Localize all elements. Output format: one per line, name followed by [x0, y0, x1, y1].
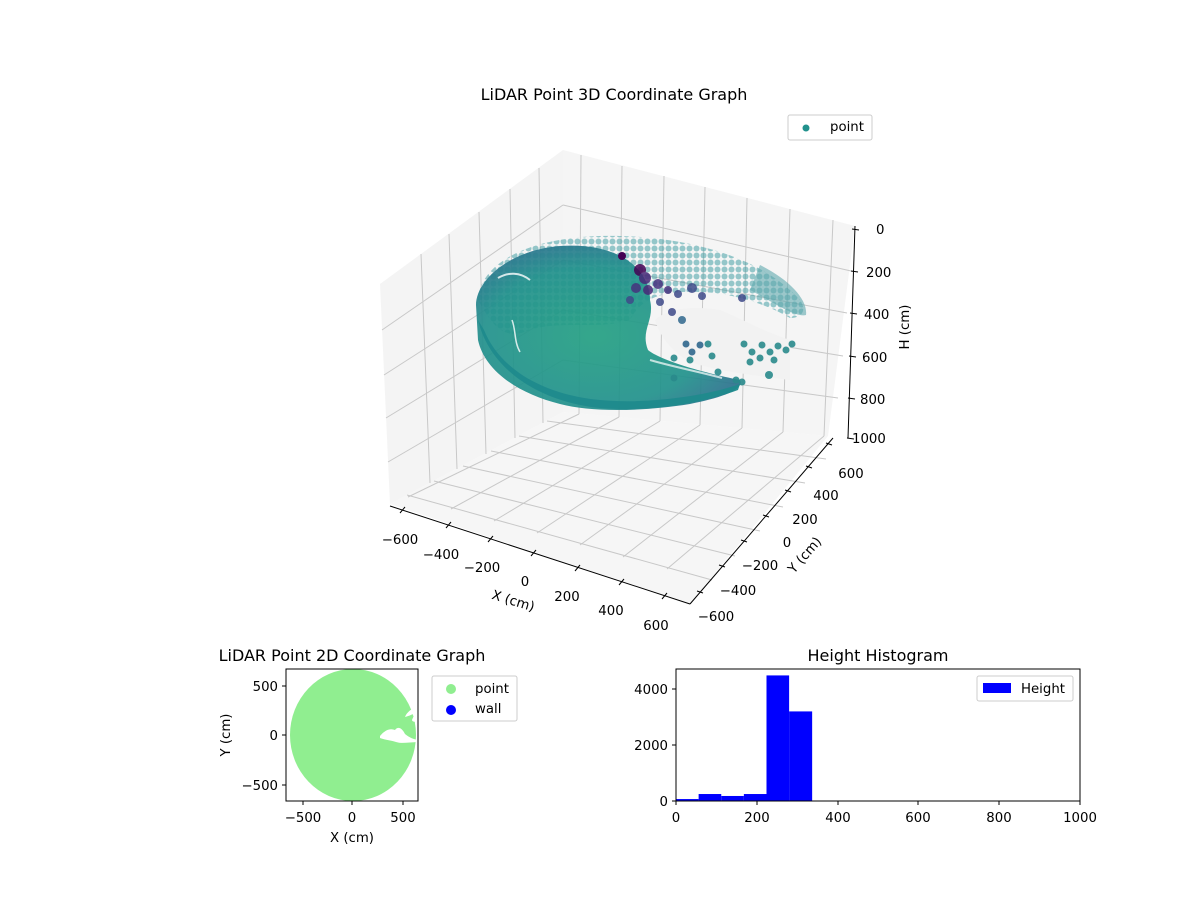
- svg-text:400: 400: [813, 489, 838, 504]
- histogram-bar: [766, 675, 790, 801]
- x-tick-labels-3d: −600 −400 −200 0 200 400 600: [382, 533, 669, 634]
- svg-text:−200: −200: [742, 559, 779, 574]
- svg-text:−400: −400: [720, 584, 757, 599]
- y-axis-label-2d: Y (cm): [219, 714, 234, 758]
- svg-text:600: 600: [862, 351, 887, 366]
- x-axis-label-2d: X (cm): [330, 831, 374, 846]
- axes-3d-lines: [389, 225, 860, 605]
- svg-text:0: 0: [672, 811, 680, 826]
- svg-text:0: 0: [348, 811, 356, 826]
- svg-text:400: 400: [825, 811, 850, 826]
- svg-text:1000: 1000: [1063, 811, 1097, 826]
- histogram-bar: [698, 794, 722, 801]
- svg-text:1000: 1000: [852, 432, 886, 447]
- axes-hist-frame: [675, 668, 1081, 802]
- histogram-bar: [721, 795, 744, 801]
- svg-text:600: 600: [838, 467, 863, 482]
- z-axis-label-3d: H (cm): [898, 305, 913, 350]
- legend-point-marker: [802, 124, 810, 132]
- y-tick-labels-2d: 500 0 −500: [241, 680, 278, 794]
- legend-height-swatch: [983, 683, 1011, 693]
- legend-wall-marker-2d: [446, 705, 456, 715]
- svg-text:400: 400: [864, 308, 889, 323]
- svg-text:−600: −600: [382, 533, 419, 548]
- svg-text:200: 200: [554, 590, 579, 605]
- svg-text:600: 600: [643, 619, 668, 634]
- pane-left: [380, 150, 563, 504]
- legend-point-label-2d: point: [475, 682, 509, 697]
- svg-text:−400: −400: [423, 548, 460, 563]
- svg-text:−500: −500: [241, 779, 278, 794]
- svg-text:0: 0: [521, 575, 529, 590]
- svg-text:200: 200: [866, 266, 891, 281]
- histogram-bar: [676, 799, 699, 801]
- svg-text:500: 500: [253, 680, 278, 695]
- svg-text:500: 500: [390, 811, 415, 826]
- y-tick-labels-hist: 0 2000 4000: [634, 683, 668, 810]
- y-tick-labels-3d: −600 −400 −200 0 200 400 600: [698, 467, 864, 625]
- legend-3d: point: [787, 114, 873, 141]
- svg-text:−600: −600: [698, 610, 735, 625]
- svg-text:0: 0: [660, 795, 668, 810]
- point-cloud-2d: [290, 669, 418, 801]
- svg-text:400: 400: [598, 604, 623, 619]
- svg-text:800: 800: [986, 811, 1011, 826]
- chart-histogram: Height Histogram 0 200 400 600 800 1000 …: [634, 646, 1097, 826]
- svg-text:0: 0: [783, 536, 791, 551]
- point-cloud-3d: [476, 235, 807, 410]
- histogram-bar: [789, 711, 813, 801]
- legend-2d: point wall: [431, 675, 518, 722]
- svg-text:2000: 2000: [634, 739, 668, 754]
- x-axis-label-3d: X (cm): [490, 588, 536, 615]
- legend-point-marker-2d: [446, 684, 456, 694]
- svg-text:200: 200: [744, 811, 769, 826]
- histogram-bars: [676, 675, 813, 801]
- chart-2d: LiDAR Point 2D Coordinate Graph −500 0 5…: [219, 646, 518, 846]
- chart-3d-title: LiDAR Point 3D Coordinate Graph: [481, 85, 748, 104]
- legend-point-label: point: [830, 120, 864, 135]
- legend-wall-label-2d: wall: [475, 702, 501, 717]
- z-axis-line: [847, 225, 856, 439]
- y-axis-line: [689, 437, 834, 605]
- x-tick-labels-2d: −500 0 500: [285, 811, 416, 826]
- svg-text:600: 600: [905, 811, 930, 826]
- chart-2d-title: LiDAR Point 2D Coordinate Graph: [219, 646, 486, 665]
- z-tick-labels-3d: 0 200 400 600 800 1000: [852, 223, 891, 447]
- x-tick-labels-hist: 0 200 400 600 800 1000: [672, 811, 1097, 826]
- legend-hist: Height: [976, 675, 1074, 702]
- svg-text:4000: 4000: [634, 683, 668, 698]
- svg-text:200: 200: [792, 513, 817, 528]
- histogram-bar: [743, 794, 767, 801]
- x-axis-line: [389, 505, 691, 605]
- svg-text:0: 0: [876, 223, 884, 238]
- svg-text:800: 800: [860, 393, 885, 408]
- histogram-title: Height Histogram: [808, 646, 949, 665]
- svg-text:−500: −500: [285, 811, 322, 826]
- chart-3d: LiDAR Point 3D Coordinate Graph: [380, 85, 913, 634]
- svg-text:−200: −200: [464, 561, 501, 576]
- legend-height-label: Height: [1021, 682, 1065, 697]
- top-point: [618, 252, 626, 260]
- pane-floor: [390, 412, 828, 604]
- svg-text:0: 0: [270, 729, 278, 744]
